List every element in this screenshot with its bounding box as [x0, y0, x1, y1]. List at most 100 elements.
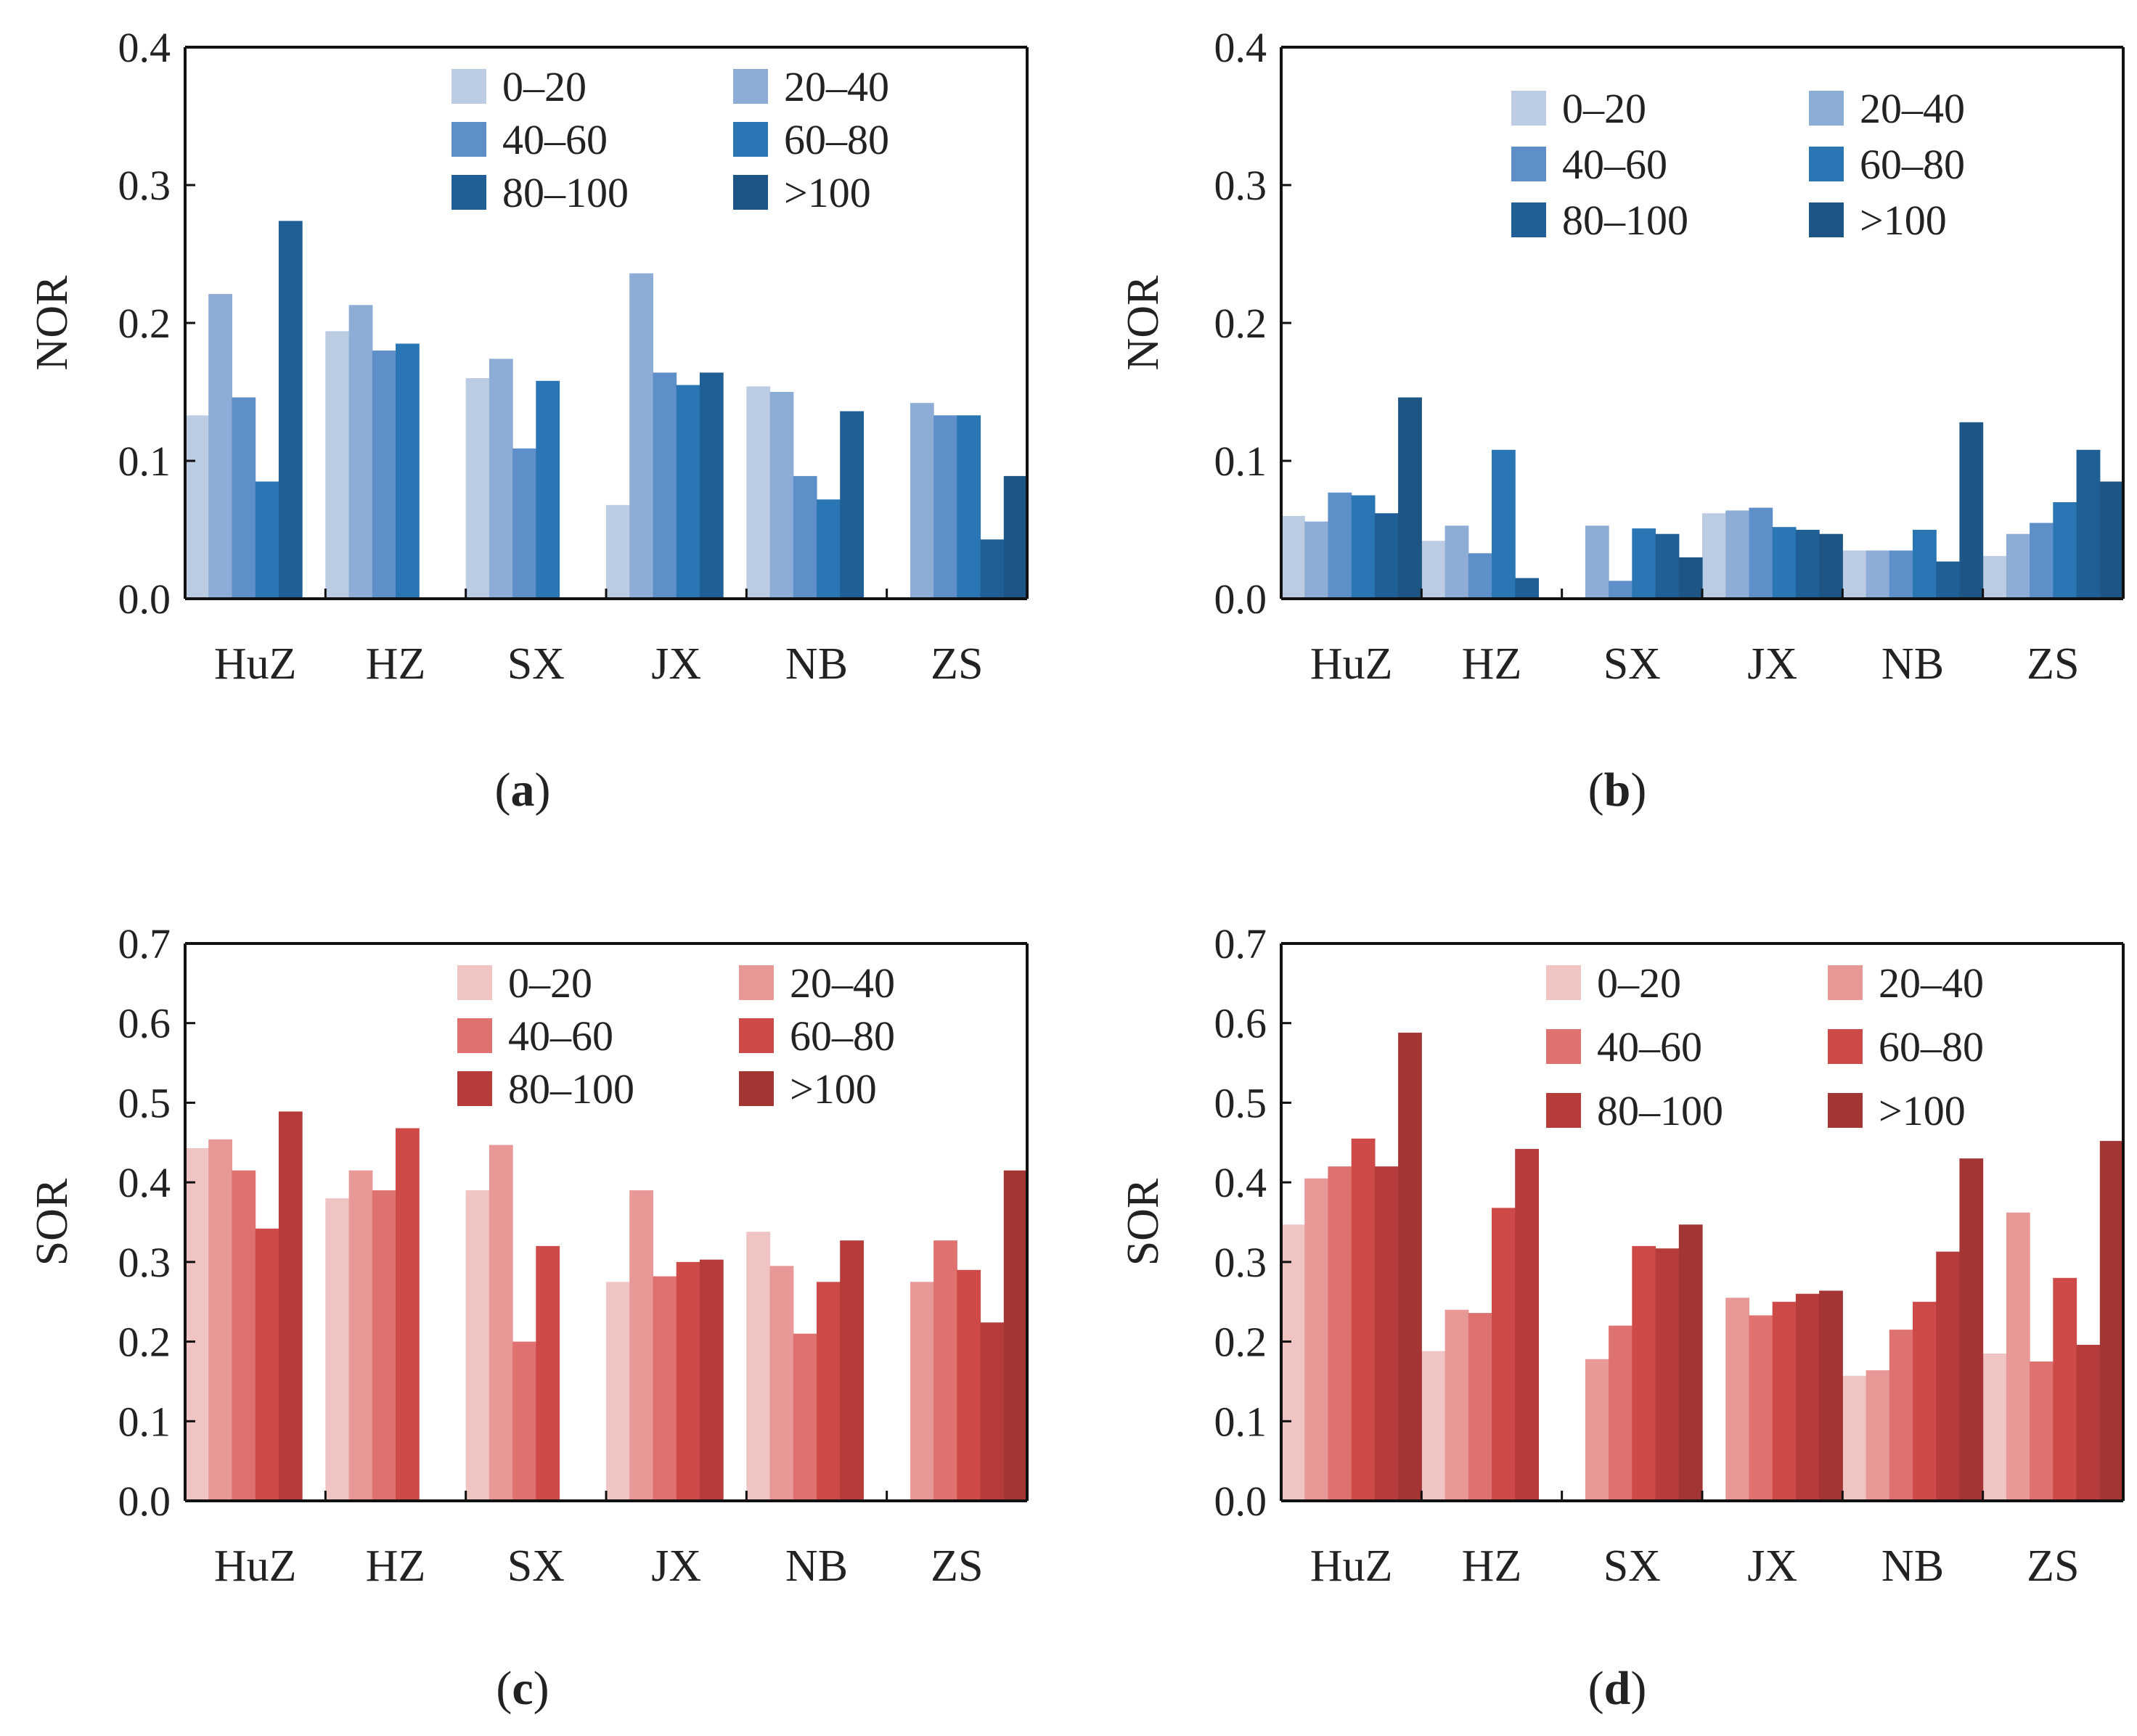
legend-swatch-a-0 — [451, 69, 486, 104]
bar-c-HZ-2 — [372, 1190, 396, 1501]
bar-d-NB-0 — [1842, 1375, 1867, 1501]
legend-label-c-3: 60–80 — [790, 1012, 895, 1060]
x-category-label: ZS — [2027, 1541, 2079, 1591]
bar-b-NB-5 — [1959, 422, 1984, 599]
bar-a-SX-0 — [465, 378, 490, 599]
bar-d-ZS-2 — [2030, 1362, 2054, 1501]
legend-swatch-b-3 — [1809, 147, 1844, 181]
bar-a-HuZ-0 — [185, 415, 209, 599]
x-category-label: ZS — [931, 1541, 983, 1591]
y-tick-label: 0.0 — [118, 1478, 171, 1525]
bar-b-ZS-2 — [2030, 523, 2054, 599]
x-category-label: SX — [507, 1541, 565, 1591]
legend-swatch-c-4 — [457, 1071, 492, 1106]
bar-d-NB-5 — [1959, 1158, 1984, 1501]
legend-label-d-0: 0–20 — [1597, 959, 1681, 1007]
y-tick-label: 0.1 — [1214, 1398, 1267, 1445]
bar-a-HZ-0 — [325, 331, 350, 599]
y-tick-label: 0.4 — [1214, 1159, 1267, 1206]
bar-a-NB-3 — [817, 499, 841, 599]
legend-swatch-a-5 — [733, 175, 768, 210]
legend-label-d-1: 20–40 — [1879, 959, 1984, 1007]
panel-caption: (b) — [1588, 763, 1647, 816]
bar-b-NB-2 — [1889, 550, 1913, 599]
chart-panel-d: 0.0 0.1 0.2 0.3 0.4 0.5 0.6 0.7 HuZ HZ SX JX NB ZS SOR… — [1119, 920, 2125, 1715]
y-tick-label: 0.1 — [118, 438, 171, 485]
x-category-label: ZS — [2027, 639, 2079, 689]
bar-b-HuZ-0 — [1281, 516, 1305, 599]
y-tick-label: 0.6 — [1214, 1000, 1267, 1047]
bar-d-SX-1 — [1585, 1359, 1609, 1501]
legend-label-b-0: 0–20 — [1562, 85, 1646, 132]
legend-label-b-1: 20–40 — [1860, 85, 1965, 132]
y-tick-label: 0.2 — [1214, 300, 1267, 347]
y-tick-label: 0.1 — [1214, 438, 1267, 485]
bar-d-ZS-0 — [1982, 1354, 2007, 1501]
bar-b-NB-3 — [1913, 530, 1937, 599]
legend-swatch-a-2 — [451, 122, 486, 157]
bar-a-SX-2 — [512, 448, 536, 599]
bar-c-ZS-4 — [980, 1322, 1005, 1501]
y-tick-label: 0.1 — [118, 1398, 171, 1445]
bar-b-HuZ-3 — [1351, 495, 1376, 599]
y-tick-label: 0.0 — [1214, 576, 1267, 623]
bar-b-JX-1 — [1725, 510, 1749, 599]
legend-label-a-2: 40–60 — [502, 116, 608, 163]
bar-d-HuZ-0 — [1281, 1224, 1305, 1501]
bar-a-SX-1 — [489, 359, 513, 599]
bar-c-SX-0 — [465, 1190, 490, 1501]
y-tick-label: 0.3 — [1214, 162, 1267, 209]
bar-b-SX-1 — [1585, 525, 1609, 599]
bar-d-HuZ-4 — [1374, 1166, 1399, 1501]
bar-d-SX-5 — [1678, 1224, 1703, 1501]
bar-c-JX-4 — [699, 1259, 724, 1501]
bar-c-HZ-0 — [325, 1198, 350, 1501]
legend-label-b-4: 80–100 — [1562, 197, 1688, 244]
bar-a-JX-1 — [629, 273, 653, 599]
bar-d-HuZ-3 — [1351, 1138, 1376, 1501]
x-category-label: HuZ — [214, 1541, 297, 1591]
bar-c-SX-3 — [536, 1245, 560, 1501]
legend-swatch-c-0 — [457, 965, 492, 1000]
chart-panel-c: 0.0 0.1 0.2 0.3 0.4 0.5 0.6 0.7 HuZ HZ SX JX NB ZS SOR… — [28, 920, 1029, 1715]
y-tick-label: 0.3 — [1214, 1239, 1267, 1286]
x-category-label: JX — [1747, 1541, 1797, 1591]
y-axis-label: NOR — [1119, 275, 1168, 371]
legend-label-a-1: 20–40 — [784, 63, 889, 110]
legend-label-b-2: 40–60 — [1562, 141, 1667, 188]
x-category-label: ZS — [931, 639, 983, 689]
bar-d-ZS-5 — [2099, 1141, 2124, 1501]
legend-swatch-b-5 — [1809, 202, 1844, 237]
bar-b-ZS-1 — [2006, 533, 2030, 599]
y-tick-label: 0.0 — [1214, 1478, 1267, 1525]
bar-a-NB-0 — [746, 386, 771, 599]
bar-a-ZS-5 — [1003, 475, 1028, 599]
bar-b-SX-4 — [1655, 533, 1680, 599]
bar-c-HuZ-1 — [208, 1139, 232, 1501]
bar-a-ZS-1 — [910, 403, 934, 599]
bar-b-SX-5 — [1678, 557, 1703, 599]
x-category-label: HZ — [366, 1541, 426, 1591]
legend-swatch-a-1 — [733, 69, 768, 104]
y-axis-label: NOR — [28, 275, 77, 371]
bar-b-ZS-0 — [1982, 556, 2007, 599]
legend-swatch-d-1 — [1828, 965, 1863, 1000]
bar-b-NB-0 — [1842, 550, 1867, 599]
bar-d-JX-2 — [1749, 1315, 1773, 1501]
bar-d-HZ-3 — [1492, 1208, 1516, 1501]
bar-b-HZ-3 — [1492, 449, 1516, 599]
bar-a-NB-2 — [793, 475, 817, 599]
y-axis-label: SOR — [1119, 1178, 1168, 1266]
bar-b-HZ-4 — [1515, 578, 1539, 599]
bar-d-HuZ-2 — [1328, 1166, 1352, 1501]
bar-b-NB-4 — [1936, 561, 1960, 599]
bar-a-HuZ-1 — [208, 294, 232, 599]
bar-b-HuZ-4 — [1374, 513, 1399, 599]
chart-panel-a: 0.0 0.1 0.2 0.3 0.4 HuZ HZ SX JX NB ZS NOR 0–20 20–40… — [28, 24, 1029, 816]
legend-label-a-4: 80–100 — [502, 169, 629, 216]
panel-caption: (c) — [496, 1662, 549, 1715]
legend-swatch-d-5 — [1828, 1093, 1863, 1128]
bar-b-SX-3 — [1632, 528, 1656, 599]
x-category-label: SX — [1603, 639, 1661, 689]
bar-a-HZ-2 — [372, 351, 396, 599]
